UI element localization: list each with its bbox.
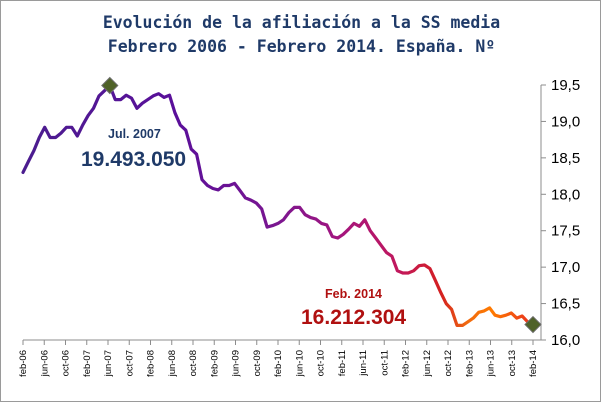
annotation-peak-value: 19.493.050 bbox=[81, 148, 187, 171]
y-tick-label: 19,0 bbox=[551, 113, 580, 130]
y-tick-label: 18,5 bbox=[551, 150, 580, 167]
x-tick-label: oct-11 bbox=[379, 350, 390, 376]
y-tick-label: 16,5 bbox=[551, 296, 580, 313]
marker-group bbox=[101, 76, 542, 334]
x-tick-label: oct-06 bbox=[61, 350, 72, 376]
x-tick-label: oct-09 bbox=[252, 350, 263, 376]
y-tick-label: 17,0 bbox=[551, 259, 580, 276]
x-tick-label: feb-14 bbox=[528, 350, 539, 377]
x-tick-label: feb-13 bbox=[464, 350, 475, 377]
y-tick-label: 16,0 bbox=[551, 332, 580, 349]
x-tick-label: feb-12 bbox=[401, 350, 412, 377]
series-group bbox=[21, 83, 535, 327]
x-tick-label: jun-06 bbox=[39, 350, 50, 377]
x-tick-label: oct-08 bbox=[188, 350, 199, 376]
x-tick-label: feb-07 bbox=[82, 350, 93, 377]
x-tick-label: jun-12 bbox=[422, 350, 433, 377]
annotation-peak-label: Jul. 2007 bbox=[108, 127, 161, 141]
x-tick-label: jun-08 bbox=[167, 350, 178, 377]
annotation-latest-value: 16.212.304 bbox=[301, 306, 407, 329]
x-tick-label: oct-10 bbox=[316, 350, 327, 376]
x-tick-label: feb-08 bbox=[146, 350, 157, 377]
x-tick-label: oct-12 bbox=[443, 350, 454, 376]
y-tick-label: 18,0 bbox=[551, 186, 580, 203]
y-tick-label: 19,5 bbox=[551, 77, 580, 94]
series-line bbox=[21, 83, 535, 327]
axes: 16,0 16,5 17,0 17,5 18,0 18,5 19,0 19,5 feb-06 ju… bbox=[18, 77, 580, 377]
peak-marker bbox=[101, 76, 119, 95]
x-tick-label: oct-13 bbox=[507, 350, 518, 376]
x-tick-label: feb-11 bbox=[337, 350, 348, 376]
x-tick-label: feb-10 bbox=[273, 350, 284, 377]
chart-title: Evolución de la afiliación a la SS media bbox=[102, 13, 501, 32]
x-tick-label: feb-06 bbox=[18, 350, 29, 377]
x-tick-label: jun-09 bbox=[231, 350, 242, 377]
x-tick-label: oct-07 bbox=[124, 350, 135, 376]
chart-subtitle: Febrero 2006 - Febrero 2014. España. Nº bbox=[107, 37, 496, 56]
x-tick-label: feb-09 bbox=[209, 350, 220, 377]
x-tick-label: jun-11 bbox=[358, 350, 369, 377]
x-tick-label: jun-10 bbox=[294, 350, 305, 377]
y-tick-label: 17,5 bbox=[551, 223, 580, 240]
x-tick-label: jun-13 bbox=[486, 350, 497, 377]
x-tick-label: jun-07 bbox=[103, 350, 114, 377]
annotation-latest-label: Feb. 2014 bbox=[325, 287, 382, 301]
latest-marker bbox=[524, 315, 542, 334]
